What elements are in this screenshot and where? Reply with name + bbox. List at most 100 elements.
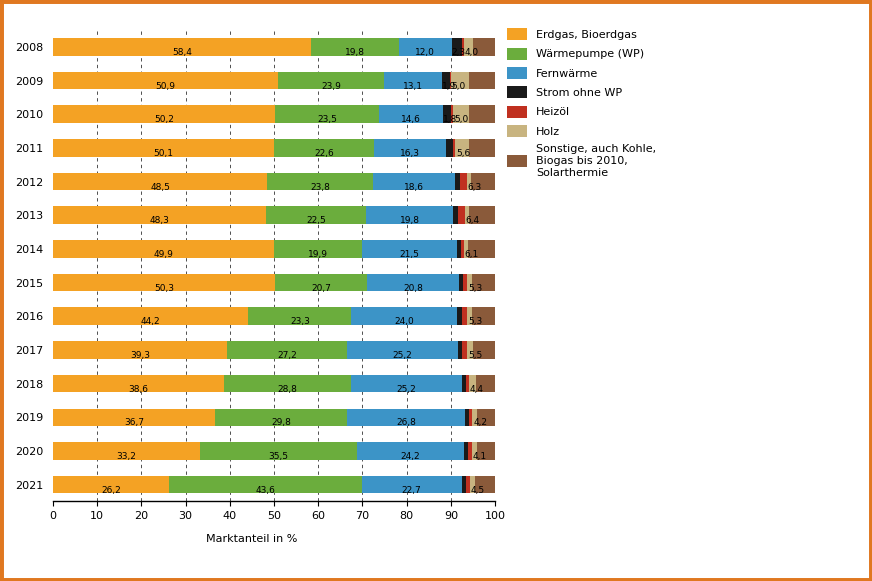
Bar [458, 307, 462, 325]
Bar [464, 38, 473, 56]
Bar [351, 307, 458, 325]
Bar [469, 206, 495, 224]
Bar [249, 307, 351, 325]
Bar [53, 274, 276, 291]
Bar [455, 173, 460, 191]
Bar [468, 72, 495, 89]
Bar [462, 341, 467, 358]
Text: 22,5: 22,5 [306, 216, 326, 225]
Bar [453, 206, 458, 224]
Text: 5,0: 5,0 [454, 115, 468, 124]
Bar [469, 105, 495, 123]
Bar [372, 173, 455, 191]
Text: 35,5: 35,5 [269, 452, 289, 461]
Text: 29,8: 29,8 [271, 418, 291, 428]
Bar [53, 341, 227, 358]
Bar [53, 72, 278, 89]
Bar [374, 139, 446, 157]
Bar [53, 375, 223, 392]
Bar [464, 240, 468, 257]
Bar [366, 206, 453, 224]
Bar [467, 173, 471, 191]
Bar [53, 38, 311, 56]
Bar [468, 240, 495, 257]
Bar [466, 375, 469, 392]
Text: 28,8: 28,8 [277, 385, 297, 394]
Bar [464, 442, 468, 460]
Bar [276, 274, 367, 291]
Bar [53, 442, 200, 460]
Bar [470, 476, 475, 493]
Text: 50,3: 50,3 [154, 284, 174, 293]
Text: 14,6: 14,6 [401, 115, 421, 124]
X-axis label: Marktanteil in %: Marktanteil in % [206, 535, 297, 544]
Bar [399, 38, 452, 56]
Bar [453, 139, 455, 157]
Bar [475, 476, 495, 493]
Bar [467, 476, 470, 493]
Bar [311, 38, 399, 56]
Text: 12,0: 12,0 [415, 48, 435, 57]
Bar [53, 408, 215, 426]
Text: 39,3: 39,3 [130, 351, 150, 360]
Bar [274, 240, 362, 257]
Bar [466, 408, 469, 426]
Text: 6,3: 6,3 [467, 182, 482, 192]
Bar [378, 105, 443, 123]
Bar [469, 408, 473, 426]
Bar [465, 206, 469, 224]
Bar [441, 72, 450, 89]
Text: 16,3: 16,3 [400, 149, 420, 158]
Text: 6,1: 6,1 [465, 250, 479, 259]
Bar [384, 72, 441, 89]
Bar [357, 442, 464, 460]
Text: 27,2: 27,2 [277, 351, 296, 360]
Bar [367, 274, 459, 291]
Bar [477, 408, 495, 426]
Text: 6,4: 6,4 [466, 216, 480, 225]
Bar [475, 375, 495, 392]
Bar [275, 105, 378, 123]
Bar [362, 476, 462, 493]
Bar [477, 442, 495, 460]
Bar [451, 72, 468, 89]
Text: 48,5: 48,5 [150, 182, 170, 192]
Text: 25,2: 25,2 [392, 351, 412, 360]
Text: 36,7: 36,7 [124, 418, 144, 428]
Bar [53, 307, 249, 325]
Bar [452, 105, 453, 123]
Bar [362, 240, 457, 257]
Text: 1,8: 1,8 [443, 115, 458, 124]
Bar [467, 307, 472, 325]
Bar [473, 408, 477, 426]
Text: 48,3: 48,3 [150, 216, 170, 225]
Bar [53, 240, 274, 257]
Text: 18,6: 18,6 [404, 182, 424, 192]
Text: 5,3: 5,3 [468, 317, 482, 327]
Bar [462, 38, 464, 56]
Text: 4,1: 4,1 [473, 452, 487, 461]
Bar [472, 307, 495, 325]
Bar [462, 307, 467, 325]
Text: 22,6: 22,6 [315, 149, 334, 158]
Text: 4,5: 4,5 [471, 486, 485, 494]
Text: 5,0: 5,0 [452, 81, 466, 91]
Text: 25,2: 25,2 [397, 385, 417, 394]
Text: 19,8: 19,8 [345, 48, 364, 57]
Text: 23,9: 23,9 [321, 81, 341, 91]
Text: 50,9: 50,9 [155, 81, 175, 91]
Text: 22,7: 22,7 [402, 486, 421, 494]
Text: 33,2: 33,2 [117, 452, 136, 461]
Bar [53, 105, 275, 123]
Bar [473, 341, 495, 358]
Text: 4,4: 4,4 [470, 385, 484, 394]
Bar [446, 139, 453, 157]
Bar [462, 476, 467, 493]
Text: 20,7: 20,7 [311, 284, 331, 293]
Bar [468, 139, 495, 157]
Bar [460, 173, 467, 191]
Text: 23,3: 23,3 [290, 317, 310, 327]
Bar [347, 408, 466, 426]
Text: 26,2: 26,2 [101, 486, 120, 494]
Bar [467, 274, 472, 291]
